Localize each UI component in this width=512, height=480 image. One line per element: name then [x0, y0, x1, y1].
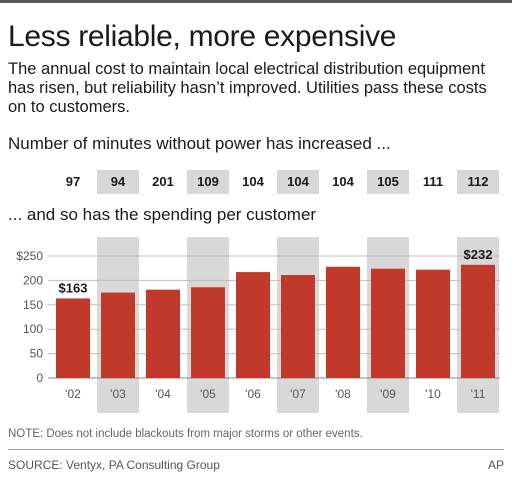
minutes-value: 109 [187, 170, 229, 194]
chart-note: NOTE: Does not include blackouts from ma… [8, 428, 363, 440]
minutes-value: 94 [97, 170, 139, 194]
minutes-value: 201 [152, 174, 174, 189]
minutes-row: 97 94 201 109 104 104 104 105 111 112 [0, 170, 512, 196]
chart-title: Less reliable, more expensive [8, 20, 397, 53]
minutes-value: 104 [332, 174, 354, 189]
footer-rule [8, 449, 504, 450]
bar [191, 287, 225, 378]
spending-heading: ... and so has the spending per customer [8, 205, 317, 224]
bar [146, 289, 180, 378]
minutes-heading: Number of minutes without power has incr… [8, 134, 391, 153]
y-tick-label: $250 [16, 249, 43, 263]
minutes-value: 112 [457, 170, 499, 194]
minutes-value: 104 [277, 170, 319, 194]
spending-bar-chart: 0 50 100 150 200 $250 '02 '03 '04 '05 '06 '07 '08 '09… [16, 237, 500, 413]
x-tick-label: '02 [65, 387, 81, 401]
source-line: SOURCE: Ventyx, PA Consulting Group [8, 458, 220, 472]
minutes-value: 104 [242, 174, 264, 189]
x-tick-label: '05 [200, 387, 216, 401]
x-tick-label: '11 [471, 387, 486, 401]
bar [326, 266, 360, 378]
y-tick-label: 100 [23, 322, 43, 336]
x-tick-label: '04 [155, 387, 171, 401]
data-label: $232 [464, 247, 493, 262]
minutes-value: 111 [422, 174, 444, 189]
x-tick-label: '08 [335, 387, 351, 401]
credit-label: AP [487, 458, 504, 472]
y-tick-label: 0 [36, 371, 43, 385]
bar [461, 264, 495, 378]
bar [236, 272, 270, 378]
bar [101, 292, 135, 378]
minutes-value: 97 [65, 174, 81, 189]
bar [371, 268, 405, 378]
bar [416, 269, 450, 378]
top-rule [0, 0, 512, 3]
x-tick-label: '07 [290, 387, 306, 401]
y-tick-label: 150 [23, 298, 43, 312]
y-tick-label: 50 [30, 347, 44, 361]
y-tick-label: 200 [23, 273, 43, 287]
minutes-value: 105 [367, 170, 409, 194]
x-tick-label: '06 [245, 387, 261, 401]
chart-subtitle: The annual cost to maintain local electr… [8, 60, 487, 116]
bar [281, 275, 315, 378]
data-label: $163 [59, 280, 88, 295]
x-tick-label: '10 [425, 387, 441, 401]
x-tick-label: '09 [380, 387, 396, 401]
bar [56, 298, 90, 378]
x-tick-label: '03 [110, 387, 126, 401]
